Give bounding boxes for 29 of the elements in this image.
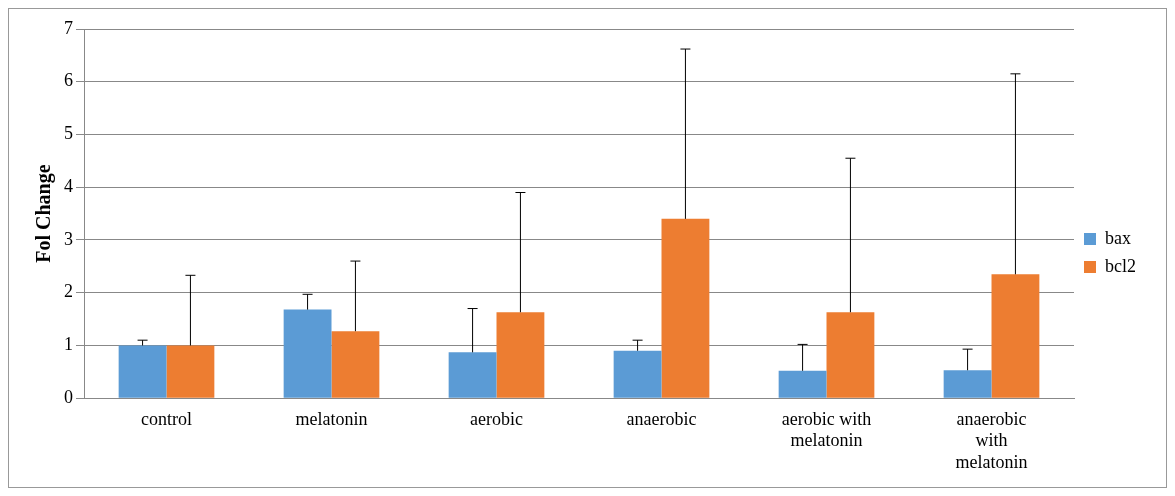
bar [283, 309, 332, 398]
bar [118, 345, 167, 398]
x-tick-label: anaerobic with melatonin [955, 408, 1028, 472]
y-tick-label: 1 [64, 334, 73, 355]
bar [496, 312, 545, 398]
x-tick-label: aerobic [470, 408, 523, 429]
bar [943, 370, 992, 398]
bar [613, 350, 662, 398]
bar [448, 352, 497, 398]
bar [826, 312, 875, 398]
y-tick-label: 6 [64, 70, 73, 91]
bar [166, 345, 215, 398]
legend-label: bcl2 [1105, 255, 1137, 276]
x-tick-label: aerobic with melatonin [781, 408, 872, 451]
x-tick-label: control [141, 408, 192, 429]
bar [661, 218, 710, 398]
bar [331, 331, 380, 398]
y-tick-label: 2 [64, 281, 73, 302]
y-tick-label: 4 [64, 175, 73, 196]
y-tick-label: 5 [64, 123, 73, 144]
legend-label: bax [1105, 227, 1132, 248]
y-tick-label: 0 [64, 386, 73, 407]
y-axis-title: Fol Change [32, 164, 56, 263]
bar [991, 274, 1040, 398]
x-tick-label: anaerobic [626, 408, 697, 429]
bar [778, 370, 827, 398]
x-tick-label: melatonin [295, 408, 368, 429]
y-tick-label: 7 [64, 17, 73, 38]
y-tick-label: 3 [64, 228, 73, 249]
